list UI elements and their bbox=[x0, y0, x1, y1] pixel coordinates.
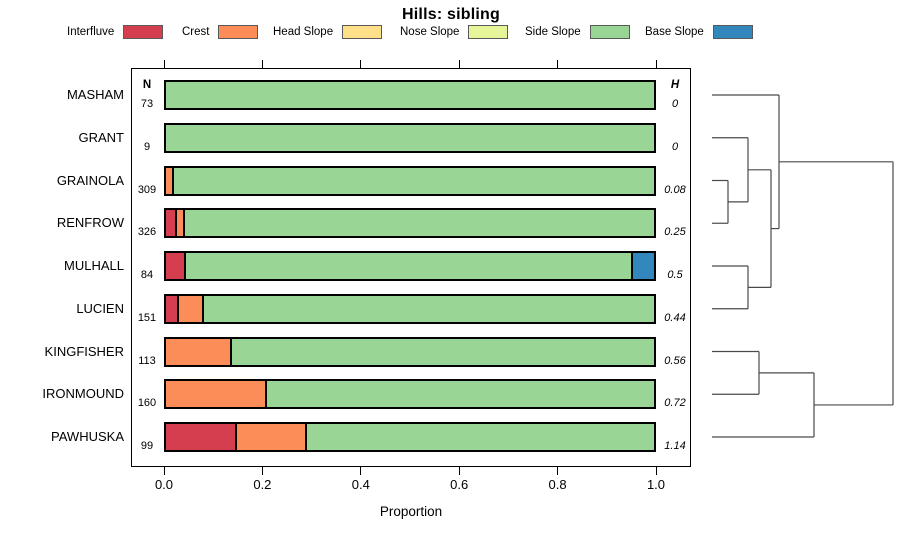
x-axis-tick-bottom bbox=[557, 467, 559, 475]
x-axis-tick-top bbox=[360, 60, 362, 68]
bar-segment-side_slope bbox=[183, 210, 654, 237]
legend-swatch-crest bbox=[218, 25, 259, 39]
x-axis-tick-label: 0.8 bbox=[548, 477, 567, 492]
x-axis-tick-top bbox=[557, 60, 559, 68]
bar-segment-interfluve bbox=[166, 295, 177, 322]
x-axis-tick-label: 0.6 bbox=[450, 477, 469, 492]
x-axis-tick-top bbox=[458, 60, 460, 68]
category-label: MULHALL bbox=[64, 258, 124, 273]
bar-segment-side_slope bbox=[304, 424, 654, 450]
legend-item-label: Side Slope bbox=[525, 26, 581, 38]
x-axis-tick-label: 0.4 bbox=[351, 477, 370, 492]
bar-segment-crest bbox=[166, 338, 231, 365]
h-value: 0.44 bbox=[664, 311, 686, 324]
stacked-bar bbox=[164, 208, 656, 239]
x-axis-tick-label: 0.2 bbox=[253, 477, 272, 492]
bar-segment-crest bbox=[166, 381, 265, 408]
x-axis-tick-top bbox=[163, 60, 165, 68]
stacked-bar bbox=[164, 165, 656, 196]
legend-item-label: Base Slope bbox=[645, 26, 704, 38]
legend-item-interfluve: Interfluve bbox=[67, 24, 164, 40]
legend-item-head_slope: Head Slope bbox=[273, 24, 383, 40]
x-axis-tick-bottom bbox=[163, 467, 165, 475]
n-value: 309 bbox=[137, 183, 157, 196]
x-axis-title: Proportion bbox=[379, 504, 443, 519]
h-value: 1.14 bbox=[664, 440, 686, 452]
x-axis-tick-bottom bbox=[655, 467, 657, 475]
h-value: 0.56 bbox=[664, 354, 686, 367]
n-value: 9 bbox=[143, 140, 151, 153]
h-value: 0 bbox=[671, 140, 679, 153]
x-axis-tick-label: 1.0 bbox=[646, 477, 666, 492]
h-value: 0 bbox=[671, 98, 679, 110]
category-label: RENFROW bbox=[56, 215, 124, 231]
bar-segment-interfluve bbox=[166, 210, 176, 237]
legend-item-label: Nose Slope bbox=[400, 26, 460, 38]
bar-segment-crest bbox=[175, 210, 184, 237]
legend-swatch-head_slope bbox=[342, 25, 383, 39]
plot-box bbox=[131, 68, 691, 467]
legend-item-label: Head Slope bbox=[273, 26, 334, 38]
bar-segment-side_slope bbox=[230, 338, 654, 365]
category-label: PAWHUSKA bbox=[51, 429, 124, 444]
x-axis-tick-label: 0.0 bbox=[154, 477, 174, 492]
n-column-header: N bbox=[142, 79, 152, 91]
x-axis-tick-bottom bbox=[360, 467, 362, 475]
stacked-bar bbox=[164, 336, 656, 367]
legend-item-side_slope: Side Slope bbox=[525, 24, 630, 40]
legend-item-base_slope: Base Slope bbox=[645, 24, 753, 40]
stacked-bar bbox=[164, 379, 656, 410]
x-axis-tick-bottom bbox=[261, 467, 263, 475]
bar-segment-side_slope bbox=[171, 167, 654, 194]
legend-item-label: Interfluve bbox=[67, 26, 115, 38]
n-value: 113 bbox=[138, 354, 156, 367]
h-value: 0.72 bbox=[664, 397, 686, 410]
bar-segment-side_slope bbox=[166, 124, 654, 151]
legend-item-nose_slope: Nose Slope bbox=[400, 24, 509, 40]
category-label: MASHAM bbox=[66, 87, 124, 102]
page-title: Hills: sibling bbox=[402, 6, 500, 23]
n-value: 99 bbox=[140, 440, 154, 452]
x-axis-tick-top bbox=[655, 60, 657, 68]
x-axis-tick-bottom bbox=[458, 467, 460, 475]
bar-segment-interfluve bbox=[166, 253, 184, 279]
legend-swatch-interfluve bbox=[123, 25, 164, 39]
h-value: 0.5 bbox=[667, 269, 683, 281]
h-value: 0.25 bbox=[664, 226, 686, 239]
category-label: GRAINOLA bbox=[56, 172, 124, 188]
bar-segment-interfluve bbox=[166, 424, 236, 450]
x-axis-tick-top bbox=[261, 60, 263, 68]
legend-item-label: Crest bbox=[182, 26, 210, 38]
legend-swatch-base_slope bbox=[712, 25, 753, 39]
stacked-bar bbox=[164, 251, 656, 281]
legend-item-crest: Crest bbox=[182, 24, 259, 40]
n-value: 84 bbox=[140, 269, 154, 281]
category-label: LUCIEN bbox=[76, 300, 124, 316]
stacked-bar bbox=[164, 293, 656, 324]
stacked-bar bbox=[164, 422, 656, 452]
bar-segment-crest bbox=[235, 424, 305, 450]
n-value: 160 bbox=[137, 397, 157, 410]
n-value: 73 bbox=[140, 98, 154, 110]
h-column-header: H bbox=[670, 79, 680, 91]
category-label: GRANT bbox=[78, 129, 125, 145]
category-label: KINGFISHER bbox=[44, 343, 124, 359]
h-value: 0.08 bbox=[664, 183, 686, 196]
bar-segment-side_slope bbox=[183, 253, 632, 279]
bar-segment-crest bbox=[176, 295, 202, 322]
stacked-bar bbox=[164, 122, 656, 153]
legend-swatch-side_slope bbox=[589, 25, 630, 39]
bar-segment-side_slope bbox=[201, 295, 654, 322]
bar-segment-side_slope bbox=[166, 82, 654, 108]
legend-swatch-nose_slope bbox=[468, 25, 509, 39]
category-label: IRONMOUND bbox=[42, 386, 124, 402]
n-value: 326 bbox=[137, 226, 157, 239]
bar-segment-crest bbox=[166, 167, 172, 194]
n-value: 151 bbox=[137, 311, 157, 324]
stacked-bar bbox=[164, 80, 656, 110]
bar-segment-side_slope bbox=[264, 381, 654, 408]
bar-segment-base_slope bbox=[631, 253, 654, 279]
